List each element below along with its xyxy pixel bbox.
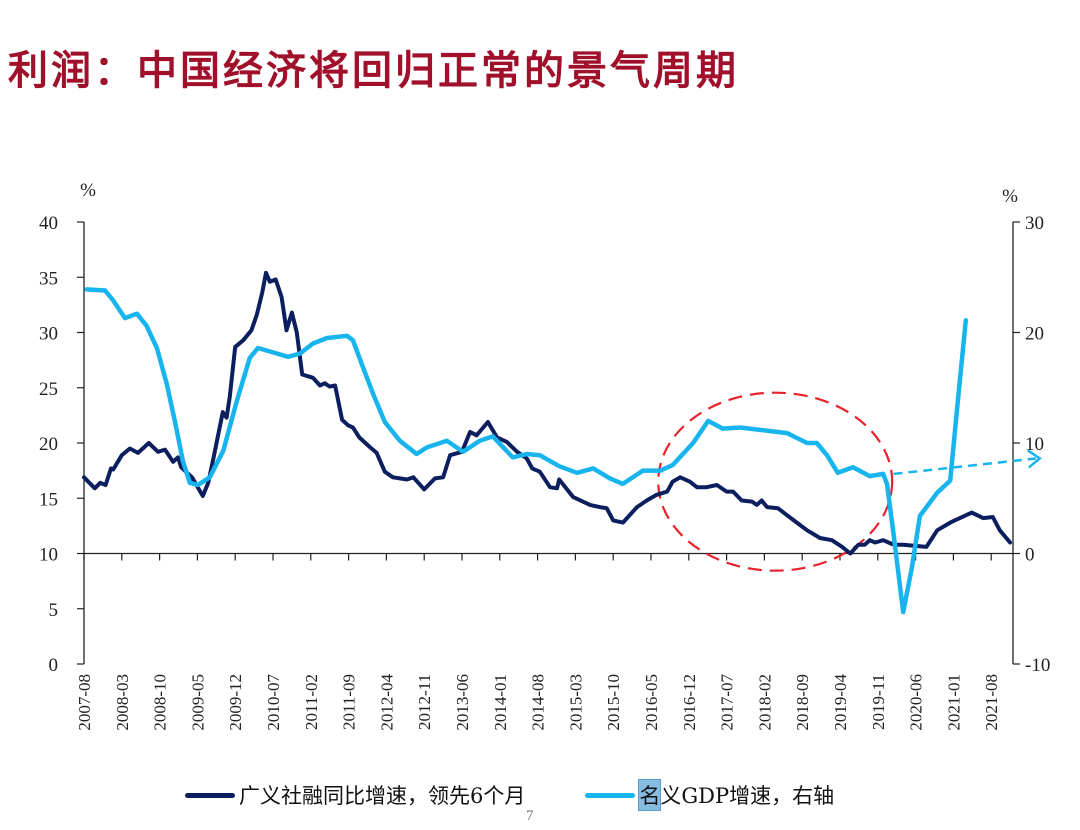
series-line-credit [82,270,1013,556]
x-tick-label: 2011-02 [302,674,321,730]
left-tick-label: 25 [39,379,58,400]
x-tick-label: 2012-11 [415,674,434,730]
right-tick-label: 20 [1025,324,1044,345]
x-tick-label: 2020-06 [907,674,926,731]
left-tick-label: 0 [49,655,59,676]
x-tick-label: 2016-05 [642,674,661,731]
x-tick-label: 2019-04 [831,674,850,731]
x-tick-label: 2021-08 [982,674,1001,731]
x-tick-label: 2014-01 [491,674,510,731]
left-tick-label: 10 [39,545,58,566]
legend-swatch-gdp [585,792,636,798]
legend-label-credit: 广义社融同比增速，领先6个月 [239,784,526,808]
x-tick-label: 2007-08 [75,674,94,731]
left-tick-label: 15 [39,489,58,510]
left-tick-label: 30 [39,324,58,345]
page-title: 利润：中国经济将回归正常的景气周期 [8,47,739,94]
x-tick-label: 2015-03 [566,674,585,731]
legend-swatch-credit [185,792,235,798]
page-number: 7 [526,808,534,824]
left-axis-unit: % [80,180,96,201]
annotation-ellipse [657,391,894,572]
annotation-arrow-head-icon [1027,449,1042,469]
legend-item-credit: 广义社融同比增速，领先6个月 [185,780,525,810]
x-tick-label: 2019-11 [869,674,888,730]
left-tick-label: 35 [39,268,58,289]
x-tick-label: 2010-07 [264,674,283,731]
legend-label-gdp: 义GDP增速，右轴 [660,784,835,808]
right-axis-unit: % [1002,186,1018,207]
x-tick-label: 2016-12 [680,674,699,731]
left-tick-label: 40 [39,213,58,234]
left-tick-label: 20 [39,434,58,455]
x-tick-label: 2013-06 [453,674,472,731]
x-tick-label: 2008-03 [113,674,132,731]
legend-item-gdp: 名义GDP增速，右轴 [585,779,835,811]
x-tick-label: 2008-10 [151,674,170,731]
x-tick-label: 2011-09 [340,674,359,730]
x-tick-label: 2012-04 [377,674,396,731]
x-tick-label: 2014-08 [529,674,548,731]
x-tick-label: 2018-09 [793,674,812,731]
left-tick-label: 5 [49,600,59,621]
x-tick-label: 2021-01 [944,674,963,731]
annotation-arrow-line [893,457,1036,476]
x-tick-label: 2009-05 [188,674,207,731]
x-tick-label: 2018-02 [755,674,774,731]
x-tick-label: 2009-12 [226,674,245,731]
legend-label-gdp-highlighted-char: 名 [638,779,662,811]
x-tick-label: 2015-10 [604,674,623,731]
chart-legend: 广义社融同比增速，领先6个月 名义GDP增速，右轴 [185,779,894,811]
right-tick-label: 0 [1025,545,1035,566]
right-tick-label: 10 [1025,434,1044,455]
right-tick-label: 30 [1025,213,1044,234]
x-tick-label: 2017-07 [718,674,737,731]
right-tick-label: -10 [1025,655,1050,676]
series-line-gdp [84,287,969,615]
